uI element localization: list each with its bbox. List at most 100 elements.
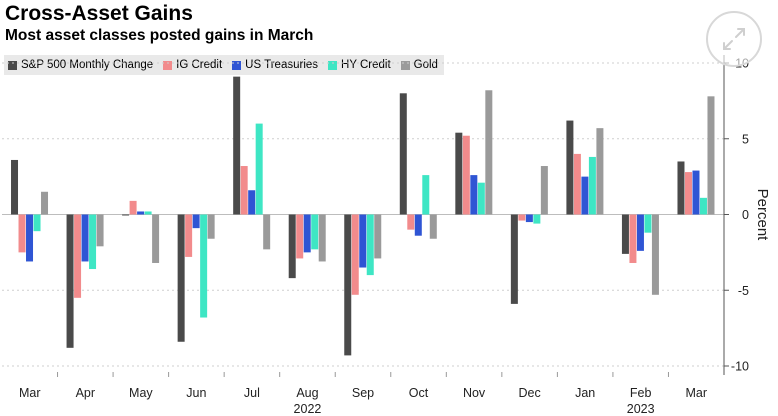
bar-s-p-500-monthly-change-8 [455, 132, 463, 215]
bar-ig-credit-10 [573, 153, 581, 215]
bar-s-p-500-monthly-change-10 [566, 120, 574, 215]
x-tick-label-1: Apr [76, 386, 95, 400]
legend-item-gold: Gold [400, 59, 438, 71]
bar-gold-5 [318, 214, 326, 262]
bar-ig-credit-3 [185, 214, 193, 257]
legend-item-hy-credit: HY Credit [328, 59, 391, 71]
bar-gold-6 [374, 214, 382, 259]
bar-hy-credit-4 [255, 123, 263, 215]
bar-us-treasuries-11 [636, 214, 644, 251]
legend: S&P 500 Monthly Change IG Credit US Trea… [4, 55, 444, 75]
bar-ig-credit-12 [684, 172, 692, 215]
bar-s-p-500-monthly-change-1 [66, 214, 74, 348]
bar-gold-4 [263, 214, 271, 250]
bar-s-p-500-monthly-change-2 [122, 214, 130, 216]
legend-label-gold: Gold [413, 59, 438, 71]
x-tick-label-0: Mar [19, 386, 41, 400]
legend-item-ig-credit: IG Credit [163, 59, 222, 71]
bar-us-treasuries-6 [359, 214, 367, 268]
bar-us-treasuries-0 [26, 214, 34, 262]
bar-ig-credit-4 [240, 166, 248, 215]
bar-hy-credit-6 [366, 214, 374, 276]
bar-ig-credit-6 [351, 214, 359, 295]
bar-s-p-500-monthly-change-11 [621, 214, 629, 254]
expand-icon [723, 28, 745, 50]
bar-hy-credit-0 [33, 214, 41, 232]
legend-label-sp500: S&P 500 Monthly Change [21, 59, 154, 71]
x-tick-label-3: Jun [186, 386, 206, 400]
bar-us-treasuries-7 [414, 214, 422, 236]
bar-us-treasuries-5 [303, 214, 311, 253]
y-axis-title: Percent [754, 189, 771, 242]
bar-us-treasuries-12 [692, 170, 700, 215]
bar-ig-credit-5 [296, 214, 304, 259]
bar-s-p-500-monthly-change-9 [510, 214, 518, 304]
bar-ig-credit-7 [407, 214, 415, 230]
legend-swatch-ig-credit [163, 60, 173, 70]
legend-label-us-treasuries: US Treasuries [245, 59, 319, 71]
bar-hy-credit-3 [200, 214, 208, 318]
legend-label-hy-credit: HY Credit [341, 59, 391, 71]
x-tick-label-8: Nov [463, 386, 486, 400]
chart-subtitle: Most asset classes posted gains in March [5, 27, 314, 44]
bar-gold-10 [596, 128, 604, 215]
bar-ig-credit-8 [462, 135, 470, 215]
bar-hy-credit-8 [477, 182, 485, 215]
bar-gold-3 [207, 214, 215, 239]
bar-us-treasuries-9 [525, 214, 533, 223]
bar-hy-credit-11 [644, 214, 652, 233]
legend-swatch-hy-credit [328, 60, 338, 70]
x-tick-label-5: Aug [296, 386, 318, 400]
bar-gold-1 [96, 214, 104, 247]
bar-ig-credit-0 [18, 214, 26, 253]
bar-s-p-500-monthly-change-6 [344, 214, 352, 356]
bar-hy-credit-9 [533, 214, 541, 224]
bar-gold-9 [540, 166, 548, 215]
x-year-label-1: 2023 [627, 402, 655, 416]
x-tick-label-7: Oct [409, 386, 429, 400]
x-tick-label-12: Mar [685, 386, 707, 400]
x-tick-label-11: Feb [630, 386, 652, 400]
bar-s-p-500-monthly-change-0 [11, 159, 19, 215]
bar-s-p-500-monthly-change-3 [177, 214, 185, 342]
bar-gold-8 [485, 90, 493, 215]
bar-s-p-500-monthly-change-7 [399, 93, 407, 215]
bar-hy-credit-1 [89, 214, 97, 270]
bar-ig-credit-1 [74, 214, 82, 298]
bar-us-treasuries-2 [137, 211, 145, 215]
bar-us-treasuries-1 [81, 214, 89, 262]
bar-s-p-500-monthly-change-4 [233, 76, 241, 215]
bar-s-p-500-monthly-change-5 [288, 214, 296, 279]
bar-ig-credit-11 [629, 214, 637, 263]
legend-swatch-us-treasuries [232, 60, 242, 70]
x-tick-label-2: May [129, 386, 153, 400]
legend-label-ig-credit: IG Credit [176, 59, 223, 71]
x-tick-label-6: Sep [352, 386, 374, 400]
bar-gold-0 [41, 191, 49, 215]
bar-gold-7 [429, 214, 437, 239]
y-tick-label-4: -10 [731, 360, 749, 374]
bar-hy-credit-5 [311, 214, 319, 250]
bar-us-treasuries-8 [470, 175, 478, 215]
x-tick-label-10: Jan [575, 386, 595, 400]
legend-swatch-gold [400, 60, 410, 70]
bar-us-treasuries-10 [581, 176, 589, 215]
chart-title: Cross-Asset Gains [5, 2, 193, 25]
bar-us-treasuries-3 [192, 214, 200, 229]
legend-item-us-treasuries: US Treasuries [232, 59, 318, 71]
x-tick-label-4: Jul [244, 386, 260, 400]
legend-item-sp500: S&P 500 Monthly Change [8, 59, 153, 71]
bar-hy-credit-10 [588, 156, 596, 215]
expand-button[interactable] [706, 11, 762, 67]
bar-gold-11 [651, 214, 659, 295]
y-tick-label-1: 5 [742, 132, 749, 146]
x-tick-label-9: Dec [518, 386, 540, 400]
bar-hy-credit-12 [699, 197, 707, 215]
x-year-label-0: 2022 [294, 402, 322, 416]
y-tick-label-2: 0 [742, 208, 749, 222]
bar-hy-credit-7 [422, 175, 430, 215]
bar-gold-12 [707, 96, 715, 215]
y-tick-label-3: -5 [738, 284, 749, 298]
bar-ig-credit-2 [129, 200, 137, 215]
